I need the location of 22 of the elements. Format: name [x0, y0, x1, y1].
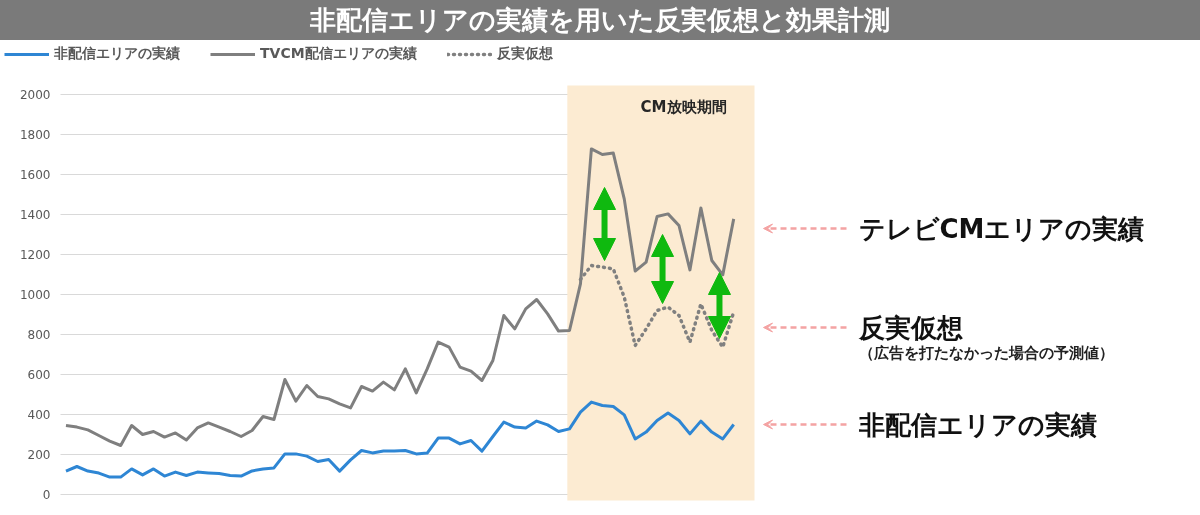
line-series	[64, 400, 736, 479]
line-series	[64, 147, 736, 447]
chart-title: 非配信エリアの実績を用いた反実仮想と効果計測	[310, 4, 890, 37]
legend-label: 反実仮想	[496, 45, 553, 63]
y-tick-label: 1600	[19, 168, 51, 182]
y-tick-label: 1000	[19, 288, 51, 302]
text: 非配信エリアの実績	[857, 409, 1097, 440]
y-tick-label: 400	[27, 408, 51, 422]
legend-label: 非配信エリアの実績	[54, 45, 180, 63]
y-tick-label: 1200	[19, 248, 51, 262]
text: 反実仮想	[857, 312, 963, 343]
y-tick-label: 800	[27, 328, 51, 342]
text: （広告を打たなかった場合の予測値）	[858, 343, 1114, 362]
y-tick-label: 1800	[19, 128, 51, 142]
y-tick-label: 200	[27, 448, 51, 462]
y-tick-label: 0	[42, 488, 51, 502]
y-tick-label: 1400	[19, 208, 51, 222]
y-tick-label: 2000	[19, 88, 51, 102]
annotation: CM放映期間	[640, 97, 727, 116]
text: テレビCMエリアの実績	[858, 213, 1145, 244]
legend-label: TVCM配信エリアの実績	[260, 45, 417, 63]
y-tick-label: 600	[27, 368, 51, 382]
